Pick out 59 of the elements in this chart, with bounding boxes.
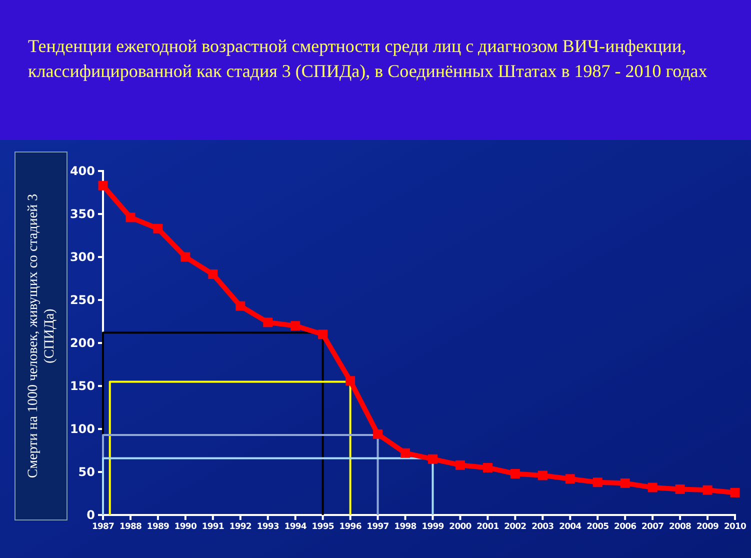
y-tick-label: 200: [70, 336, 95, 350]
point: [702, 485, 712, 495]
point: [98, 180, 108, 190]
chart-title: Тенденции ежегодной возрастной смертности среди лиц с диагнозом ВИЧ-инфекции, классифицированной как стадия 3 (СПИДа), в Соединённых Штатах в 1987 - 2010 годах: [0, 0, 751, 140]
x-tick-label: 2009: [696, 522, 720, 532]
x-tick-label: 1990: [174, 522, 197, 532]
x-tick-label: 2002: [504, 522, 527, 532]
point: [455, 460, 465, 470]
point: [565, 474, 575, 484]
x-tick-label: 2000: [449, 522, 472, 532]
point: [208, 269, 218, 279]
point: [428, 454, 438, 464]
x-tick-label: 2010: [724, 522, 747, 532]
point: [482, 462, 492, 472]
x-tick-label: 1999: [422, 522, 444, 532]
point: [318, 330, 328, 340]
x-tick-label: 1994: [284, 522, 307, 532]
y-axis-title: Смерти на 1000 человек, живущих со стадией 3 (СПИДа): [26, 194, 58, 478]
x-tick-label: 2003: [532, 522, 554, 532]
x-tick-label: 1997: [366, 522, 390, 532]
point: [648, 482, 658, 492]
point: [400, 448, 410, 458]
point: [263, 318, 273, 328]
y-tick-label: 100: [70, 422, 95, 436]
y-tick-label: 350: [70, 206, 95, 221]
point: [675, 484, 685, 494]
x-tick-label: 1998: [394, 522, 417, 532]
point: [510, 468, 520, 478]
x-tick-label: 2001: [476, 522, 500, 532]
y-tick-label: 150: [70, 378, 95, 393]
y-tick-label: 400: [70, 164, 95, 178]
x-tick-label: 1991: [202, 522, 224, 532]
point: [236, 301, 246, 311]
x-tick-label: 1987: [92, 522, 115, 532]
point: [126, 212, 136, 222]
y-tick-label: 0: [86, 508, 95, 522]
y-tick-label: 250: [70, 292, 95, 307]
point: [620, 478, 630, 488]
point: [290, 321, 300, 331]
x-tick-label: 2008: [669, 522, 692, 532]
x-tick-label: 1993: [256, 522, 280, 532]
point: [180, 252, 190, 262]
point: [373, 429, 383, 439]
x-tick-label: 1992: [229, 522, 252, 532]
point: [153, 224, 163, 234]
x-tick-label: 2005: [586, 522, 610, 532]
point: [538, 470, 548, 480]
x-tick-label: 2004: [559, 522, 582, 532]
x-tick-label: 1989: [146, 522, 170, 532]
point: [730, 488, 740, 498]
x-tick-label: 1988: [119, 522, 142, 532]
x-tick-label: 2006: [614, 522, 637, 532]
point: [592, 478, 602, 488]
y-tick-label: 50: [78, 464, 95, 479]
y-tick-label: 300: [70, 250, 95, 264]
point: [346, 376, 356, 386]
x-tick-label: 1995: [312, 522, 334, 532]
x-tick-label: 2007: [642, 522, 664, 532]
x-tick-label: 1996: [339, 522, 362, 532]
